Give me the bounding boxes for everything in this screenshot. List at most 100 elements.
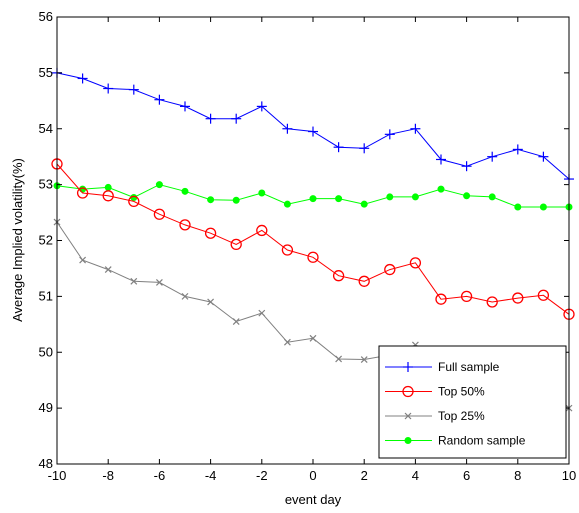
data-point bbox=[283, 200, 291, 208]
x-tick-label: 10 bbox=[562, 468, 576, 483]
legend-item: Top 25% bbox=[385, 409, 485, 423]
data-point bbox=[309, 334, 317, 342]
y-tick-label: 48 bbox=[39, 456, 53, 471]
data-point bbox=[181, 292, 189, 300]
data-point bbox=[487, 151, 498, 162]
y-tick-label: 50 bbox=[39, 344, 53, 359]
series-full-sample bbox=[52, 67, 574, 185]
data-point bbox=[360, 200, 368, 208]
legend-marker bbox=[402, 385, 414, 398]
x-tick-label: -8 bbox=[102, 468, 114, 483]
series-top-50- bbox=[51, 158, 575, 320]
data-point bbox=[181, 187, 189, 195]
data-point bbox=[155, 181, 163, 189]
data-point bbox=[539, 203, 547, 211]
data-point bbox=[512, 144, 523, 155]
data-point bbox=[384, 263, 396, 276]
data-point bbox=[204, 227, 217, 239]
x-tick-label: 2 bbox=[361, 468, 368, 483]
data-point bbox=[179, 219, 191, 231]
data-point bbox=[411, 193, 419, 201]
data-point bbox=[281, 244, 294, 256]
data-point bbox=[282, 123, 293, 134]
data-point bbox=[309, 195, 317, 203]
data-point bbox=[461, 161, 472, 172]
data-point bbox=[514, 203, 522, 211]
series-line bbox=[56, 163, 570, 315]
data-point bbox=[307, 251, 319, 263]
data-point bbox=[512, 292, 524, 304]
legend-label: Random sample bbox=[438, 434, 526, 448]
data-point bbox=[103, 83, 114, 94]
data-point bbox=[207, 298, 215, 306]
data-point bbox=[332, 270, 345, 282]
x-tick-label: -2 bbox=[256, 468, 268, 483]
data-point bbox=[258, 189, 266, 197]
data-point bbox=[488, 193, 496, 201]
x-tick-label: 8 bbox=[514, 468, 521, 483]
data-point bbox=[155, 278, 163, 286]
x-tick-label: 4 bbox=[412, 468, 419, 483]
data-point bbox=[384, 129, 395, 140]
data-point bbox=[358, 275, 370, 287]
series-line bbox=[56, 221, 570, 409]
data-point bbox=[308, 126, 318, 137]
data-point bbox=[77, 73, 88, 84]
y-tick-label: 55 bbox=[39, 65, 53, 80]
data-point bbox=[437, 185, 445, 193]
data-point bbox=[180, 101, 190, 112]
data-point bbox=[538, 151, 549, 162]
data-point bbox=[435, 293, 447, 305]
plot-frame bbox=[56, 16, 570, 465]
data-point bbox=[128, 195, 140, 208]
y-tick-label: 51 bbox=[39, 288, 53, 303]
legend-marker bbox=[403, 362, 413, 372]
x-tick-label: 6 bbox=[463, 468, 470, 483]
data-point bbox=[207, 196, 215, 204]
legend-label: Top 25% bbox=[438, 409, 485, 423]
data-point bbox=[232, 196, 240, 204]
y-tick-label: 56 bbox=[39, 9, 53, 24]
data-point bbox=[359, 143, 370, 154]
data-point bbox=[335, 355, 343, 363]
data-point bbox=[230, 238, 242, 251]
legend-item: Full sample bbox=[385, 360, 500, 374]
legend-label: Top 50% bbox=[438, 385, 485, 399]
legend: Full sample Top 50% Top 25% Random sample bbox=[378, 345, 567, 459]
legend-marker bbox=[404, 437, 412, 444]
data-point bbox=[410, 123, 421, 134]
x-axis-label: event day bbox=[285, 492, 342, 507]
data-point bbox=[409, 257, 422, 269]
x-tick-label: -10 bbox=[48, 468, 67, 483]
data-point bbox=[436, 154, 446, 165]
legend-item: Top 50% bbox=[385, 385, 485, 399]
data-point bbox=[205, 113, 216, 124]
legend-label: Full sample bbox=[438, 360, 500, 374]
x-tick-label: -4 bbox=[205, 468, 217, 483]
y-axis-label: Average Implied volatility(%) bbox=[10, 158, 25, 322]
data-point bbox=[153, 208, 166, 220]
data-point bbox=[231, 113, 242, 124]
data-point bbox=[283, 338, 291, 346]
x-tick-label: -6 bbox=[154, 468, 166, 483]
y-tick-label: 52 bbox=[39, 233, 53, 248]
y-tick-label: 54 bbox=[39, 121, 53, 136]
data-point bbox=[104, 183, 112, 191]
data-point bbox=[463, 192, 471, 200]
data-point bbox=[79, 256, 87, 264]
data-point bbox=[460, 290, 473, 303]
data-point bbox=[335, 195, 343, 203]
data-point bbox=[360, 356, 368, 363]
data-point bbox=[102, 190, 114, 202]
legend-item: Random sample bbox=[385, 434, 526, 448]
data-point bbox=[486, 296, 498, 308]
data-point bbox=[76, 187, 89, 199]
x-tick-label: 0 bbox=[309, 468, 316, 483]
data-point bbox=[333, 142, 344, 153]
data-point bbox=[154, 94, 165, 105]
data-point bbox=[256, 224, 268, 237]
data-point bbox=[232, 318, 240, 325]
data-point bbox=[104, 266, 112, 273]
y-tick-label: 49 bbox=[39, 400, 53, 415]
